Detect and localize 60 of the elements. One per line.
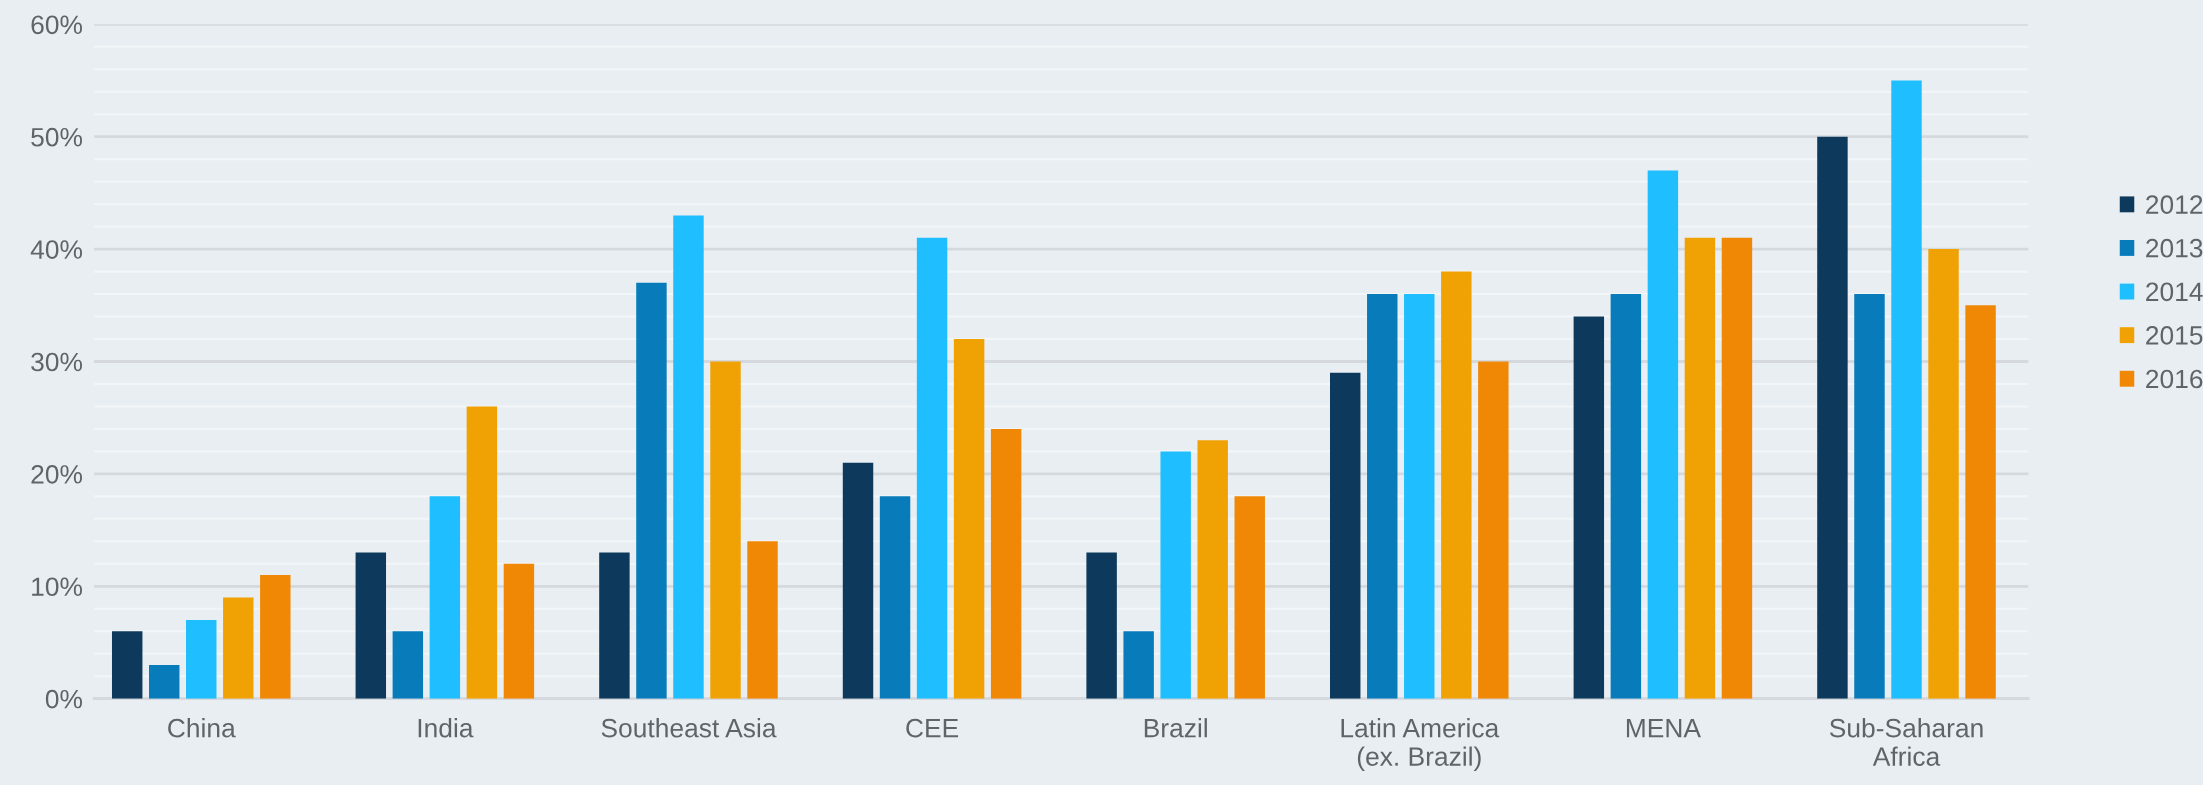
x-tick-label: Sub-Saharan Africa	[1829, 718, 1983, 766]
x-tick-label: Brazil	[1144, 718, 1207, 738]
x-tick-label: Latin America (ex. Brazil)	[1341, 718, 1500, 772]
bar	[429, 496, 461, 699]
bar	[1160, 451, 1191, 699]
bar	[1086, 552, 1117, 699]
bar	[186, 619, 217, 699]
x-tick-label: China	[168, 718, 236, 738]
bar	[599, 552, 630, 699]
bar	[1234, 496, 1265, 699]
bar	[1610, 294, 1642, 699]
x-tick-label: India	[418, 718, 474, 738]
bar	[149, 664, 180, 699]
x-tick-label: Southeast Asia	[601, 718, 777, 738]
bar	[1478, 361, 1509, 699]
legend-label: 2013	[2146, 238, 2203, 258]
bar	[223, 597, 254, 699]
bar	[953, 339, 985, 699]
bar	[1891, 80, 1922, 699]
y-tick-label: 30%	[31, 352, 83, 372]
bar	[1647, 170, 1679, 699]
bar	[842, 462, 874, 699]
y-tick-label: 50%	[31, 127, 83, 147]
bar	[1684, 237, 1716, 699]
bar	[990, 428, 1022, 699]
bar	[879, 496, 911, 699]
bar	[392, 631, 424, 699]
bar	[1197, 440, 1228, 699]
legend-label: 2015	[2146, 326, 2203, 345]
y-tick-label: 40%	[30, 240, 83, 259]
bar	[260, 575, 291, 699]
legend-label: 2012	[2146, 195, 2203, 214]
bar	[466, 406, 498, 699]
bar	[1367, 294, 1398, 699]
y-tick-label: 10%	[32, 577, 83, 597]
bar	[1573, 316, 1605, 699]
y-tick-label: 60%	[31, 15, 83, 35]
bar	[1330, 372, 1361, 699]
bar	[1441, 271, 1472, 699]
legend-label: 2014	[2146, 282, 2203, 302]
bar	[503, 563, 535, 699]
bar	[1854, 294, 1885, 699]
bar	[1817, 136, 1848, 699]
bar	[1965, 305, 1996, 699]
bar	[636, 282, 667, 699]
y-tick-label: 0%	[45, 689, 83, 709]
legend-label: 2016	[2146, 369, 2203, 389]
bar	[1721, 237, 1753, 699]
bar	[916, 237, 948, 699]
y-tick-label: 20%	[31, 465, 83, 484]
x-tick-label: MENA	[1626, 719, 1701, 738]
x-tick-label: CEE	[906, 718, 959, 738]
bar	[111, 631, 143, 699]
bar	[710, 361, 741, 699]
bar	[1928, 249, 1959, 699]
bar	[747, 541, 778, 699]
bar	[673, 215, 704, 699]
bar	[355, 552, 387, 699]
bar	[1123, 631, 1154, 699]
bar	[1404, 294, 1435, 699]
